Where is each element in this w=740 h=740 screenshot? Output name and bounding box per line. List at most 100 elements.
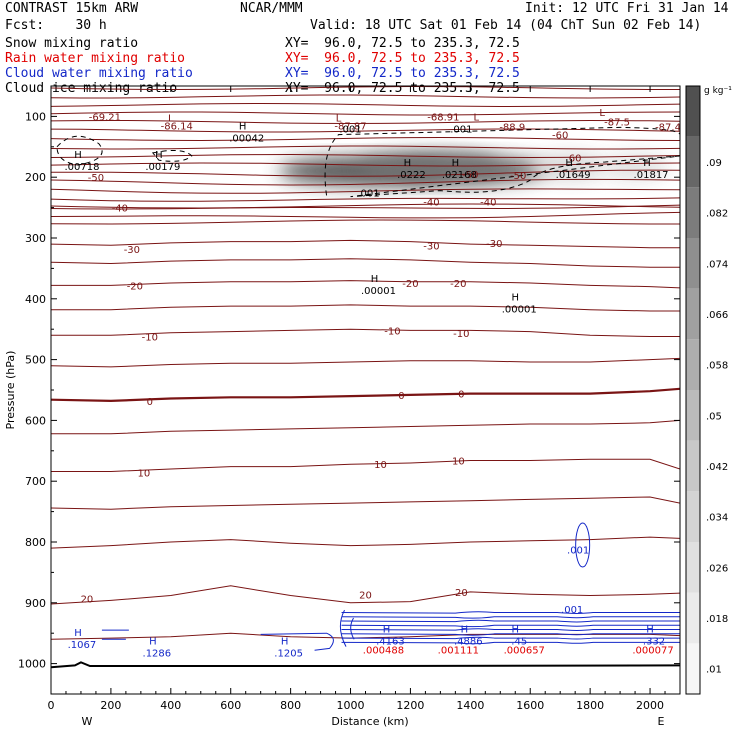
colorbar-tick-label: .026 [706,563,728,574]
rain-max-label: .001111 [438,646,479,657]
surface-line [51,661,680,669]
y-tick-label: 400 [25,293,46,306]
forecast-hour: Fcst: 30 h [5,18,107,33]
extremum-value: .01649 [556,170,591,181]
y-tick-label: 600 [25,414,46,427]
colorbar-swatch [686,86,700,137]
isotherm-label: 10 [374,460,387,471]
colorbar-swatch [686,136,700,188]
y-axis-title: Pressure (hPa) [4,351,17,430]
extremum-symbol: H [155,150,163,161]
x-tick-label: 2000 [636,699,664,712]
y-tick-label: 500 [25,354,46,367]
isotherm--30 [51,239,680,249]
cloud-water-contour [341,624,680,628]
extremum-value: .00001 [502,304,537,315]
extremum-symbol: H [565,158,573,169]
extremum-value: .4886 [454,636,483,647]
isotherm-line [51,304,680,312]
isotherm-label: 10 [452,457,465,468]
colorbar-tick-label: .018 [706,614,728,625]
cloud-water-label: .001 [561,605,583,616]
x-tick-label: 200 [100,699,121,712]
extremum-symbol: H [239,122,247,133]
isotherm-label: -87.4 [655,123,681,134]
extremum-symbol: H [383,624,391,635]
axes: 0 200 400 600 800 1000 1200 1400 1600 1800 2000100… [18,85,681,712]
upper-isotherm-line [51,102,680,108]
isotherm-line [51,219,680,225]
snow-label: Snow mixing ratio [5,36,139,51]
upper-isotherm-line [51,119,680,125]
colorbar-tick-label: .09 [706,158,722,169]
colorbar-swatch [686,390,700,441]
extremum-symbol: H [511,292,519,303]
upper-isotherm-line [51,86,680,91]
rain-max-label: .000657 [504,646,545,657]
extremum-value: .0222 [397,170,426,181]
colorbar-swatch [686,440,700,492]
colorbar-swatch [686,542,700,593]
isotherm-line [51,536,680,549]
extremum-value: .00001 [361,286,396,297]
west-label: W [82,715,93,728]
extremum-value: .01817 [634,170,669,181]
cloud-water-xy: XY= 96.0, 72.5 to 235.3, 72.5 [285,66,520,81]
colorbar-tick-label: .042 [706,462,728,473]
x-tick-label: 1800 [576,699,604,712]
upper-isotherm-line [51,153,680,159]
y-tick-label: 900 [25,597,46,610]
isotherm-label: -69.21 [89,112,121,123]
cloud-water-contour [341,641,680,645]
x-tick-label: 800 [280,699,301,712]
cloud-ice-contour [324,126,680,198]
isotherm-label: -87.5 [604,117,630,128]
colorbar-swatch [686,339,700,390]
extremum-value: .332 [643,636,665,647]
colorbar-unit: g kg⁻¹ [704,86,732,96]
isotherm-label: -68.91 [427,112,459,123]
extremum-value: .02168 [442,170,477,181]
isotherm-line [51,357,680,368]
extremum-symbol: H [511,624,519,635]
y-tick-label: 300 [25,232,46,245]
y-tick-label: 100 [25,110,46,123]
isotherm-label: -60 [552,131,568,142]
upper-isotherm-line [51,211,680,219]
isotherm-line [51,258,680,268]
isotherm-label: 60 [569,154,582,165]
isotherm--10 [51,328,680,337]
extremum-value: .1286 [143,649,172,660]
isotherm-label: 20 [81,595,94,606]
y-tick-label: 1000 [18,658,46,671]
extremum-symbol: L [599,108,605,119]
isotherm-label: -20 [127,281,143,292]
colorbar-frame [685,85,701,695]
east-label: E [658,715,665,728]
x-tick-label: 1000 [337,699,365,712]
isotherm-line [51,496,680,510]
cloud-water-contour [575,522,591,568]
y-tick-label: 800 [25,536,46,549]
isotherm-label: -10 [384,326,400,337]
x-tick-label: 600 [220,699,241,712]
isotherm-label: -30 [486,239,502,250]
upper-isotherm-line [51,145,680,150]
isotherm-20 [51,585,680,605]
isotherm-label: -30 [124,245,140,256]
cloud-ice-contours [56,126,680,198]
upper-isotherm-line [51,169,680,177]
extremum-symbol: H [646,624,654,635]
x-tick-label: 0 [48,699,55,712]
cloud-water-contour [341,611,680,614]
cloud-ice-contour [151,149,193,162]
snow-blob [531,152,607,181]
rain-max-label: .000488 [363,646,404,657]
cloud-water-contour [341,628,680,631]
extremum-value: .45 [511,636,527,647]
extremum-symbol: H [404,158,412,169]
rain-xy: XY= 96.0, 72.5 to 235.3, 72.5 [285,51,520,66]
isotherm-label: -50 [88,173,104,184]
upper-isotherm-line [51,188,680,194]
